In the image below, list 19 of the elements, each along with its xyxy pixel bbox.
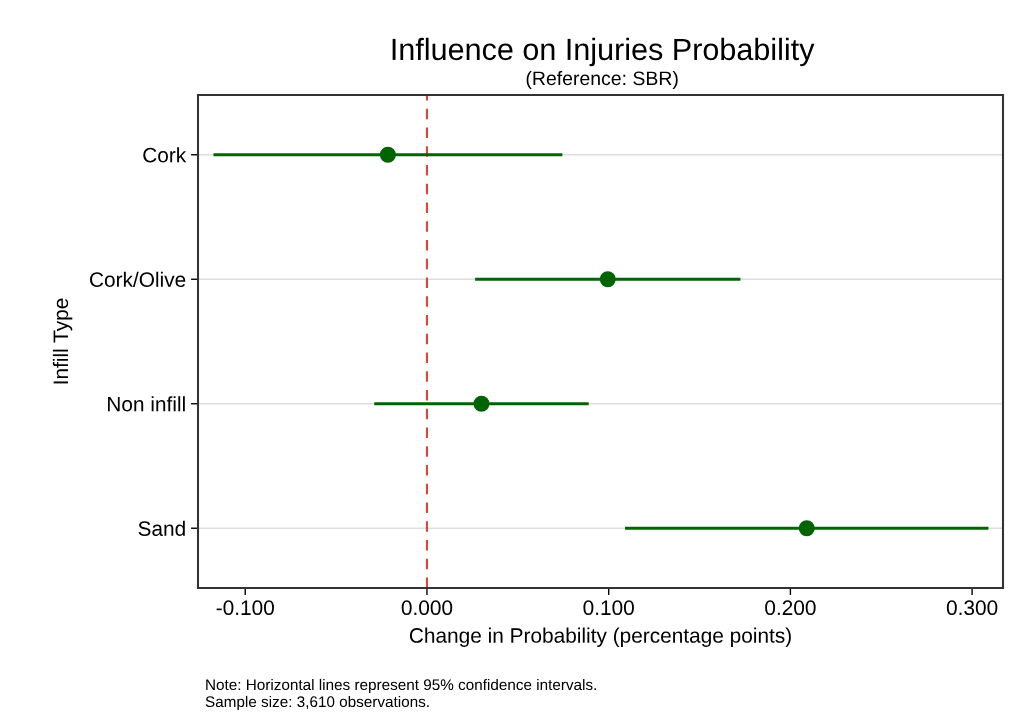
point [798,520,815,537]
chart-title: Influence on Injuries Probability [392,37,815,67]
text: Sample size: 3,610 observations. [205,695,429,711]
y-tick-label: Cork/Olive [90,271,186,288]
y-tick-label: Sand [138,520,185,536]
point [379,146,396,163]
point [473,395,490,412]
y-axis-title: Infill Type [52,298,73,384]
text: Note: Horizontal lines represent 95% confidence intervals. [206,678,596,694]
x-tick-label: 0.100 [583,600,634,616]
y-tick-label: Non infill [108,396,185,412]
y-tick-label: Cork [143,147,187,163]
x-axis-title: Change in Probability (percentage points) [409,627,791,647]
chart-subtitle: (Reference: SBR) [526,70,678,90]
x-tick-label: 0.200 [765,600,816,616]
x-tick-label: 0.300 [946,600,998,616]
point [599,271,616,288]
x-tick-label: -0.100 [216,600,274,616]
x-tick-label: 0.000 [401,600,453,616]
